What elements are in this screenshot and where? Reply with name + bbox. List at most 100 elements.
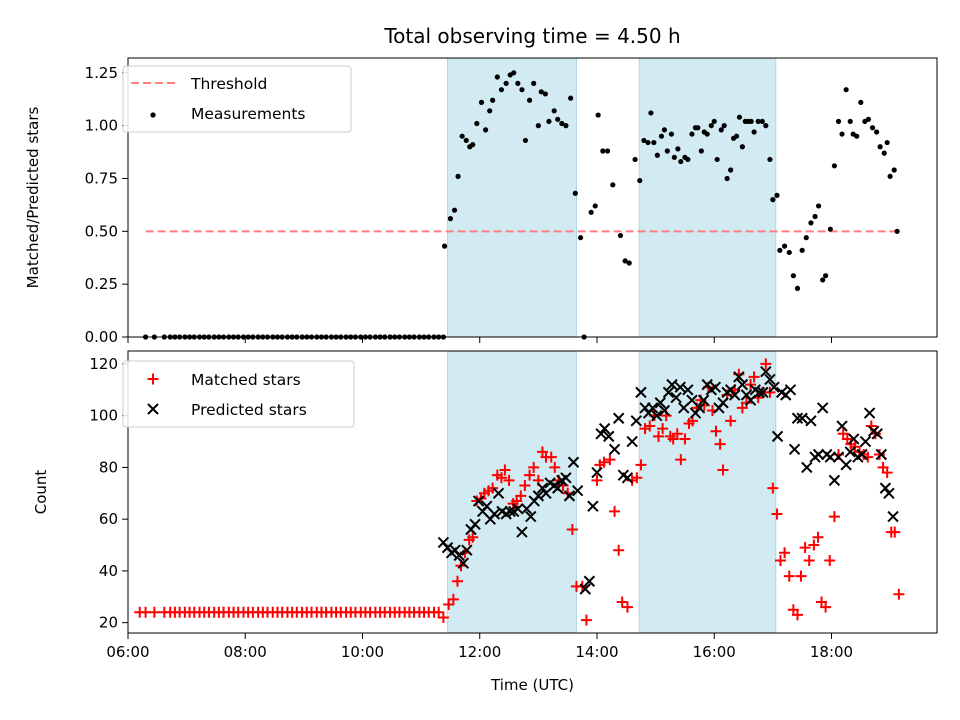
y-tick-label: 0.75 xyxy=(85,169,118,187)
measurement-point xyxy=(678,158,684,165)
measurement-point xyxy=(463,137,469,144)
matched-star-point xyxy=(495,472,507,484)
predicted-star-point xyxy=(492,487,505,500)
matched-star-point xyxy=(679,433,691,445)
predicted-star-point xyxy=(757,386,769,399)
predicted-star-point xyxy=(461,544,473,556)
matched-star-point xyxy=(451,575,463,587)
matched-star-point xyxy=(653,430,665,442)
y-tick-label: 20 xyxy=(99,614,118,632)
measurement-point xyxy=(755,118,761,125)
bottom-legend-box xyxy=(122,360,355,428)
matched-star-point xyxy=(725,415,737,427)
matched-star-point xyxy=(499,464,511,476)
matched-star-point xyxy=(783,570,795,582)
y-tick-label: 80 xyxy=(99,458,118,476)
matched-star-point xyxy=(748,371,760,383)
predicted-star-point xyxy=(801,461,813,474)
bottom-legend: Matched stars Predicted stars xyxy=(122,360,355,428)
measurement-point xyxy=(595,112,601,118)
predicted-stars-legend-swatch xyxy=(147,403,159,415)
measurement-point xyxy=(622,258,628,264)
matched-star-point xyxy=(671,428,683,440)
matched-star-point xyxy=(760,358,772,370)
measurement-point xyxy=(592,203,598,209)
predicted-star-point xyxy=(571,484,584,497)
predicted-star-point xyxy=(621,472,634,484)
measurement-point xyxy=(645,139,651,146)
predicted-star-point xyxy=(812,448,825,461)
predicted-star-point xyxy=(532,490,545,502)
measurement-point xyxy=(654,152,660,158)
y-tick-label: 0.00 xyxy=(85,328,118,346)
measurement-point xyxy=(869,125,876,131)
matched-star-point xyxy=(621,601,633,613)
predicted-star-point xyxy=(646,402,659,414)
measurement-point xyxy=(478,99,485,105)
measurement-point xyxy=(748,118,754,125)
measurement-point xyxy=(641,137,647,144)
measurement-point xyxy=(572,190,578,196)
bottom-x-ticks: 06:00 08:00 10:00 12:00 14:00 16:00 18:00 xyxy=(106,633,853,661)
matched-star-point xyxy=(604,454,616,466)
top-axes-frame xyxy=(127,57,938,338)
predicted-star-point xyxy=(598,422,611,435)
top-y-ticks: 0.00 0.25 0.50 0.75 1.00 1.25 xyxy=(85,64,128,346)
measurement-point xyxy=(724,175,730,182)
predicted-star-point xyxy=(457,557,470,569)
predicted-star-point xyxy=(612,412,625,424)
measurement-point xyxy=(794,285,801,291)
measurement-point xyxy=(658,133,665,139)
measurement-point xyxy=(577,235,584,241)
predicted-star-point xyxy=(536,482,549,494)
measurement-point xyxy=(815,203,822,209)
measurement-point xyxy=(774,192,780,198)
measurement-point xyxy=(538,89,544,95)
matched-star-point xyxy=(566,524,578,536)
bottom-panel: 20 40 60 80 100 120 06:00 08:00 10:00 12:00 14:00… xyxy=(32,350,938,694)
matched-star-point xyxy=(675,454,687,466)
measurement-point xyxy=(799,247,805,253)
measurement-point xyxy=(498,87,505,93)
measurement-point xyxy=(763,123,769,129)
measurement-point xyxy=(827,226,833,232)
matched-star-point xyxy=(437,611,449,623)
bottom-y-ticks: 20 40 60 80 100 120 xyxy=(89,355,128,632)
measurement-point xyxy=(568,95,574,101)
y-tick-label: 60 xyxy=(99,510,118,528)
predicted-star-point xyxy=(824,451,837,463)
y-tick-label: 120 xyxy=(89,355,118,373)
measurement-point xyxy=(823,273,829,279)
x-tick-label: 12:00 xyxy=(458,643,501,661)
bottom-axes-frame xyxy=(127,350,938,634)
matched-star-point xyxy=(433,606,445,618)
predicted-star-point xyxy=(709,381,722,393)
predicted-star-point xyxy=(651,409,663,422)
predicted-star-point xyxy=(883,487,895,500)
predicted-star-point xyxy=(848,433,860,445)
top-legend-box xyxy=(122,65,352,133)
top-shaded-intervals xyxy=(446,57,777,338)
matched-star-point xyxy=(889,526,901,538)
measurement-point xyxy=(698,148,704,154)
predicted-star-point xyxy=(875,448,888,461)
matched-star-point xyxy=(774,555,786,567)
measurement-point xyxy=(675,146,681,152)
measurement-point xyxy=(522,137,529,144)
predicted-star-point xyxy=(504,505,516,518)
predicted-star-point xyxy=(836,420,848,432)
predicted-star-point xyxy=(579,583,591,595)
predicted-star-point xyxy=(816,402,829,414)
matched-star-point xyxy=(893,588,905,600)
matched-star-point xyxy=(824,555,836,567)
measurement-point xyxy=(685,156,691,163)
shaded-interval xyxy=(638,57,777,338)
predicted-star-point xyxy=(662,386,675,399)
measurement-point xyxy=(494,74,500,80)
measurement-point xyxy=(455,173,461,179)
matched-star-point xyxy=(467,531,479,543)
matched-star-point xyxy=(616,596,628,608)
measurement-point xyxy=(820,277,826,283)
matched-star-point xyxy=(795,570,807,582)
matched-star-point xyxy=(740,397,752,409)
